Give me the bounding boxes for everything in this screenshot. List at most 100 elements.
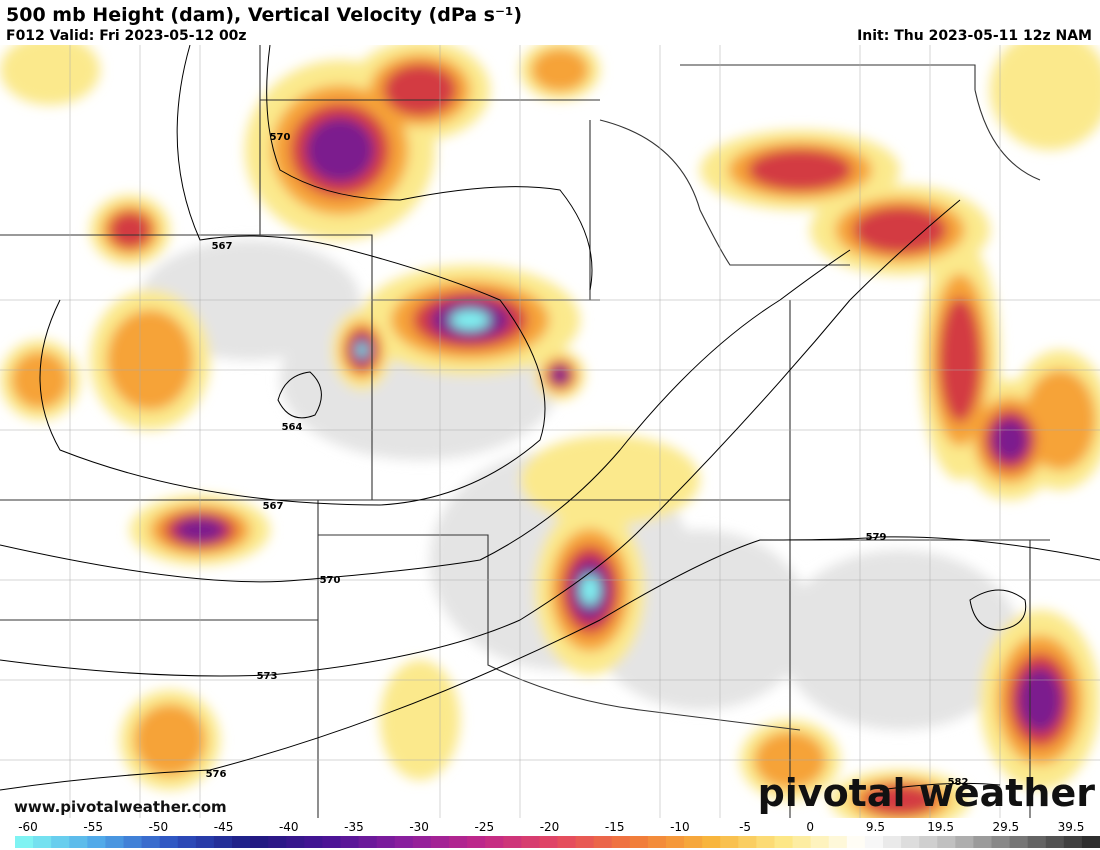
colorbar-cell	[87, 836, 106, 848]
colorbar-cell	[883, 836, 902, 848]
colorbar-cell	[955, 836, 974, 848]
colorbar-tick-label: -10	[670, 820, 690, 834]
colorbar-cell	[430, 836, 450, 848]
colorbar-cell	[991, 836, 1011, 848]
colorbar-cell	[810, 836, 830, 848]
colorbar-cell	[611, 836, 631, 848]
colorbar-cell	[51, 836, 70, 848]
velocity-area	[450, 310, 490, 330]
colorbar-tick-label: 9.5	[866, 820, 885, 834]
colorbar-cell	[720, 836, 739, 848]
velocity-area	[520, 435, 700, 525]
colorbar-tick-label: -5	[739, 820, 751, 834]
colorbar-tick-label: 29.5	[992, 820, 1019, 834]
velocity-area	[992, 418, 1028, 462]
velocity-area	[0, 35, 100, 105]
velocity-shading	[0, 30, 1100, 830]
velocity-area	[134, 704, 206, 776]
colorbar-cell	[1045, 836, 1065, 848]
title: 500 mb Height (dam), Vertical Velocity (…	[6, 4, 522, 26]
velocity-area	[1018, 667, 1062, 733]
velocity-area	[356, 342, 368, 358]
colorbar-cell	[756, 836, 775, 848]
velocity-area	[383, 64, 457, 116]
colorbar-tick-label: 39.5	[1058, 820, 1085, 834]
colorbar-cell	[864, 836, 884, 848]
colorbar-cell	[792, 836, 812, 848]
contour-labels: 570 567 564 567 570 573 576 579 582	[206, 132, 969, 788]
colorbar-cell	[141, 836, 161, 848]
colorbar-tick-label: -35	[344, 820, 364, 834]
colorbar-tick-label: -55	[83, 820, 103, 834]
colorbar-cell	[629, 836, 649, 848]
colorbar-cell	[1027, 836, 1047, 848]
velocity-area	[109, 211, 151, 249]
colorbar-cell	[159, 836, 179, 848]
contour-label: 570	[320, 575, 341, 586]
colorbar-cell	[485, 836, 504, 848]
colorbar-cell	[684, 836, 703, 848]
colorbar-cell	[1009, 836, 1029, 848]
colorbar-cell	[557, 836, 577, 848]
velocity-area	[380, 660, 460, 780]
county-borders	[0, 45, 1100, 818]
valid-time: F012 Valid: Fri 2023-05-12 00z	[6, 28, 247, 44]
colorbar-cell	[828, 836, 848, 848]
velocity-area	[748, 149, 852, 191]
colorbar-tick-label: -20	[540, 820, 560, 834]
colorbar: -60 -55 -50 -45 -40 -35 -30 -25 -20 -15 -10 -5 0 9.5 1…	[15, 820, 1100, 848]
colorbar-cell	[123, 836, 143, 848]
colorbar-cell	[195, 836, 215, 848]
colorbar-tick-label: -50	[149, 820, 169, 834]
colorbar-cell	[503, 836, 522, 848]
colorbar-cell	[358, 836, 378, 848]
colorbar-cell	[774, 836, 794, 848]
colorbar-cell	[901, 836, 920, 848]
colorbar-cell	[1063, 836, 1083, 848]
gray-area	[780, 550, 1020, 730]
colorbar-cell	[15, 836, 34, 848]
colorbar-cell	[647, 836, 667, 848]
colorbar-cell	[575, 836, 595, 848]
colorbar-cell	[973, 836, 992, 848]
colorbar-tick-label: -45	[214, 820, 234, 834]
colorbar-cell	[1081, 836, 1100, 848]
colorbar-cell	[376, 836, 396, 848]
velocity-area	[531, 48, 589, 92]
colorbar-cell	[69, 836, 88, 848]
colorbar-cell	[394, 836, 414, 848]
colorbar-cell	[250, 836, 269, 848]
colorbar-cell	[213, 836, 233, 848]
colorbar-tick-label: -25	[475, 820, 495, 834]
contour-label: 567	[263, 501, 284, 512]
colorbar-cell	[33, 836, 52, 848]
contour-label: 570	[270, 132, 291, 143]
colorbar-cell	[539, 836, 558, 848]
colorbar-cell	[177, 836, 197, 848]
contour-label: 579	[866, 532, 887, 543]
colorbar-cell	[702, 836, 721, 848]
contour-label: 564	[282, 422, 303, 433]
colorbar-tick-label: 19.5	[927, 820, 954, 834]
colorbar-tick-label: -60	[18, 820, 38, 834]
logo: pivotal weather	[758, 771, 1096, 815]
colorbar-tick-label: 0	[806, 820, 814, 834]
velocity-area	[853, 206, 947, 254]
velocity-area	[106, 309, 194, 411]
colorbar-cell	[340, 836, 360, 848]
contour-label: 573	[257, 671, 278, 682]
colorbar-cell	[738, 836, 757, 848]
colorbar-cell	[666, 836, 685, 848]
colorbar-cell	[322, 836, 341, 848]
colorbar-cell	[846, 836, 866, 848]
colorbar-tick-label: -40	[279, 820, 299, 834]
colorbar-cell	[268, 836, 287, 848]
website: www.pivotalweather.com	[14, 798, 227, 816]
header-background	[0, 0, 1100, 45]
colorbar-tick-label: -15	[605, 820, 625, 834]
colorbar-cell	[304, 836, 323, 848]
colorbar-cell	[937, 836, 956, 848]
gray-area	[590, 530, 810, 710]
velocity-area	[990, 30, 1100, 150]
